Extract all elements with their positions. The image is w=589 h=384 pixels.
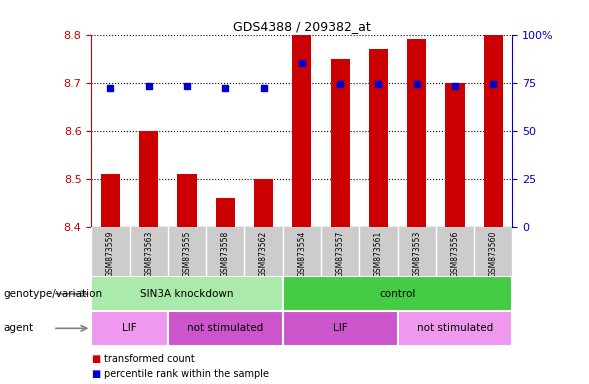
Text: GSM873562: GSM873562 bbox=[259, 230, 268, 277]
Text: GSM873561: GSM873561 bbox=[374, 230, 383, 277]
Text: ■: ■ bbox=[91, 369, 101, 379]
Bar bbox=[398, 311, 512, 346]
Bar bbox=[292, 35, 312, 227]
Title: GDS4388 / 209382_at: GDS4388 / 209382_at bbox=[233, 20, 370, 33]
Bar bbox=[101, 174, 120, 227]
Text: genotype/variation: genotype/variation bbox=[3, 289, 102, 299]
Bar bbox=[407, 40, 426, 227]
Text: not stimulated: not stimulated bbox=[187, 323, 263, 333]
Text: LIF: LIF bbox=[333, 323, 348, 333]
Bar bbox=[283, 311, 398, 346]
Bar bbox=[445, 83, 465, 227]
Bar bbox=[254, 179, 273, 227]
Text: agent: agent bbox=[3, 323, 33, 333]
Bar bbox=[177, 174, 197, 227]
Text: GSM873563: GSM873563 bbox=[144, 230, 153, 277]
Text: transformed count: transformed count bbox=[104, 354, 195, 364]
Text: SIN3A knockdown: SIN3A knockdown bbox=[140, 289, 234, 299]
Text: GSM873559: GSM873559 bbox=[106, 230, 115, 277]
Text: GSM873554: GSM873554 bbox=[297, 230, 306, 277]
Bar bbox=[484, 35, 503, 227]
Text: ■: ■ bbox=[91, 354, 101, 364]
Text: GSM873556: GSM873556 bbox=[451, 230, 459, 277]
Bar bbox=[283, 276, 512, 311]
Text: not stimulated: not stimulated bbox=[417, 323, 493, 333]
Text: control: control bbox=[379, 289, 416, 299]
Bar bbox=[369, 49, 388, 227]
Bar bbox=[168, 311, 283, 346]
Bar bbox=[91, 311, 168, 346]
Text: GSM873553: GSM873553 bbox=[412, 230, 421, 277]
Text: LIF: LIF bbox=[123, 323, 137, 333]
Bar bbox=[216, 198, 235, 227]
Text: GSM873558: GSM873558 bbox=[221, 230, 230, 277]
Text: percentile rank within the sample: percentile rank within the sample bbox=[104, 369, 269, 379]
Bar bbox=[330, 59, 350, 227]
Text: GSM873555: GSM873555 bbox=[183, 230, 191, 277]
Bar bbox=[91, 276, 283, 311]
Text: GSM873560: GSM873560 bbox=[489, 230, 498, 277]
Text: GSM873557: GSM873557 bbox=[336, 230, 345, 277]
Bar bbox=[139, 131, 158, 227]
